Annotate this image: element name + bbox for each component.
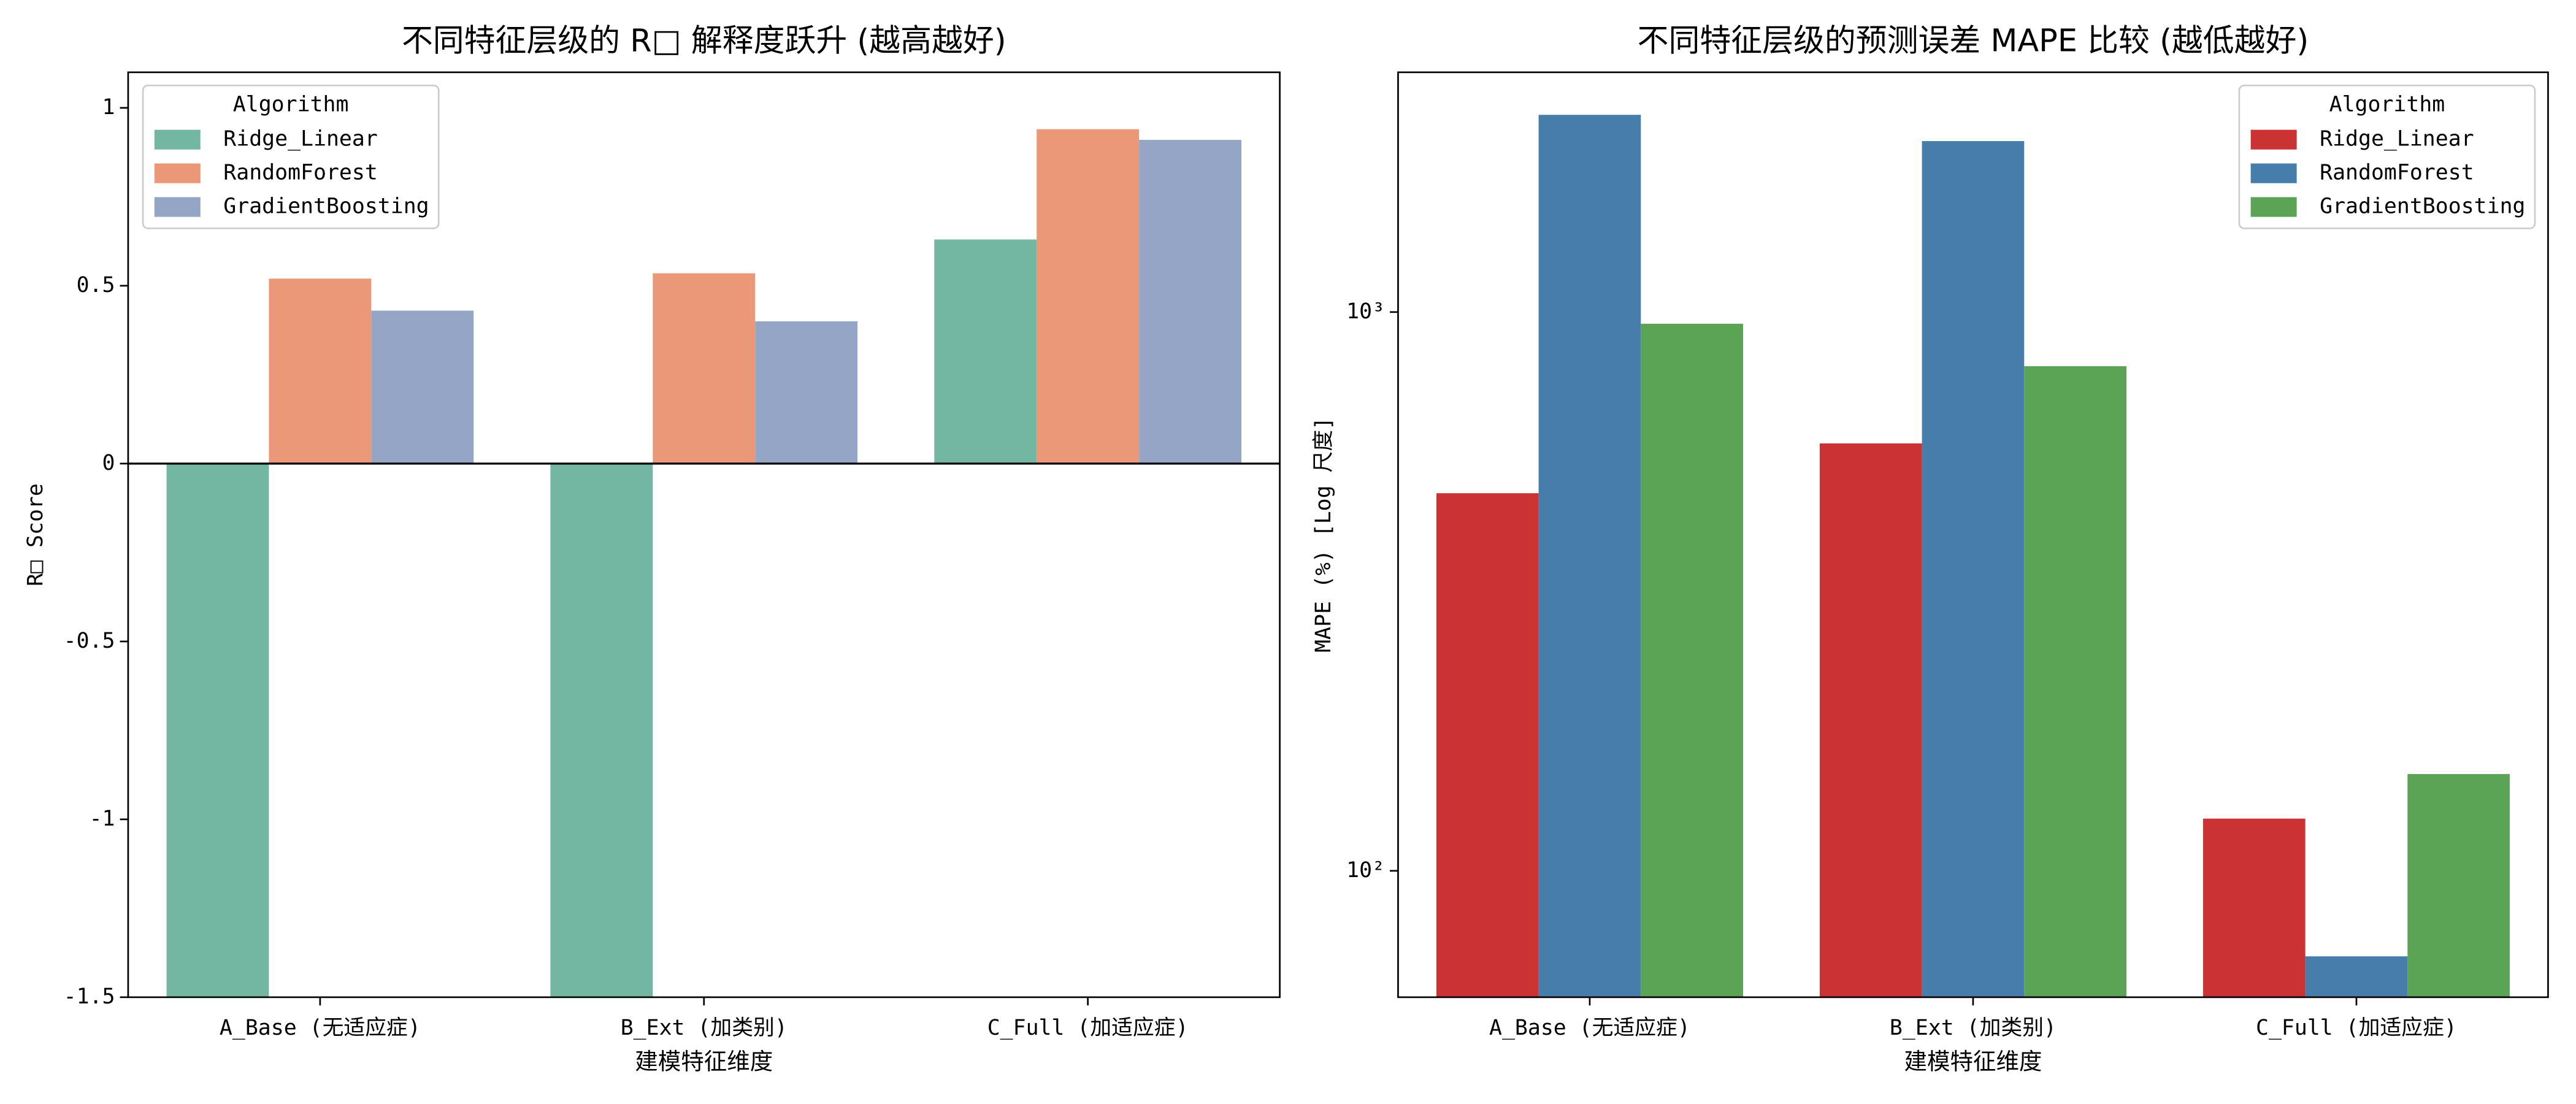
legend-swatch bbox=[154, 197, 201, 217]
bar bbox=[2407, 774, 2510, 997]
legend-label: RandomForest bbox=[2320, 161, 2474, 185]
bars bbox=[1436, 115, 2510, 997]
bar bbox=[550, 463, 653, 997]
x-tick-label: B_Ext (加类别) bbox=[621, 1016, 788, 1040]
legend-box bbox=[142, 84, 440, 229]
y-tick-label: 10³ bbox=[1346, 299, 1385, 324]
bar bbox=[2202, 818, 2306, 997]
legend-swatch bbox=[2250, 129, 2297, 150]
x-axis-label: 建模特征维度 bbox=[1904, 1048, 2042, 1075]
y-tick-label: -1.5 bbox=[64, 984, 115, 1009]
x-tick-label: A_Base (无适应症) bbox=[1489, 1016, 1690, 1040]
legend: Algorithm Ridge_Linear RandomForest Gradien… bbox=[2238, 84, 2536, 229]
legend-swatch bbox=[2250, 163, 2297, 183]
bar bbox=[1436, 493, 1539, 997]
legend-title: Algorithm bbox=[233, 92, 349, 117]
y-tick-label: 0.5 bbox=[77, 273, 115, 297]
chart-title: 不同特征层级的预测误差 MAPE 比较 (越低越好) bbox=[1638, 23, 2309, 59]
y-tick-label: -0.5 bbox=[64, 629, 115, 653]
bar bbox=[755, 321, 858, 464]
bar bbox=[1641, 323, 1743, 997]
bar bbox=[1538, 115, 1641, 997]
legend-swatch bbox=[154, 129, 201, 150]
bar bbox=[269, 278, 372, 464]
chart: 不同特征层级的 R□ 解释度跃升 (越高越好) 建模特征维度 R□ Score -1.… bbox=[23, 23, 1281, 1075]
bar bbox=[1819, 443, 1922, 997]
y-tick-label: 10² bbox=[1346, 858, 1385, 883]
plot-frame bbox=[127, 71, 1281, 999]
x-tick-label: B_Ext (加类别) bbox=[1890, 1016, 2057, 1040]
legend-swatch bbox=[2250, 197, 2297, 217]
y-tick-label: 0 bbox=[102, 451, 115, 475]
chart: 不同特征层级的预测误差 MAPE 比较 (越低越好) 建模特征维度 MAPE (%)… bbox=[1311, 23, 2549, 1075]
legend-box bbox=[2238, 84, 2536, 229]
legend-label: GradientBoosting bbox=[2320, 194, 2525, 219]
x-tick-label: A_Base (无适应症) bbox=[220, 1016, 421, 1040]
bar bbox=[1139, 140, 1242, 464]
bar bbox=[934, 239, 1037, 464]
bars bbox=[166, 129, 1242, 997]
legend-label: RandomForest bbox=[223, 161, 378, 185]
bar bbox=[2305, 956, 2408, 997]
legend-label: Ridge_Linear bbox=[223, 127, 378, 151]
bar bbox=[2024, 366, 2126, 997]
legend-label: Ridge_Linear bbox=[2320, 127, 2474, 151]
legend: Algorithm Ridge_Linear RandomForest Gradien… bbox=[142, 84, 440, 229]
bar bbox=[1037, 129, 1140, 464]
y-tick-label: -1 bbox=[90, 807, 115, 831]
bar bbox=[166, 463, 269, 997]
x-tick-label: C_Full (加适应症) bbox=[987, 1016, 1189, 1040]
y-axis-label: MAPE (%) [Log 尺度] bbox=[1311, 417, 1336, 653]
x-tick-label: C_Full (加适应症) bbox=[2256, 1016, 2457, 1040]
bar bbox=[1922, 141, 2025, 997]
y-tick-label: 1 bbox=[102, 95, 115, 120]
bar bbox=[653, 273, 756, 464]
legend-title: Algorithm bbox=[2329, 92, 2445, 117]
y-axis-label: R□ Score bbox=[23, 483, 48, 586]
x-axis-label: 建模特征维度 bbox=[635, 1048, 773, 1075]
legend-swatch bbox=[154, 163, 201, 183]
chart-title: 不同特征层级的 R□ 解释度跃升 (越高越好) bbox=[402, 23, 1006, 59]
bar bbox=[371, 310, 474, 464]
plot-frame bbox=[1397, 71, 2549, 999]
legend-label: GradientBoosting bbox=[223, 194, 429, 219]
